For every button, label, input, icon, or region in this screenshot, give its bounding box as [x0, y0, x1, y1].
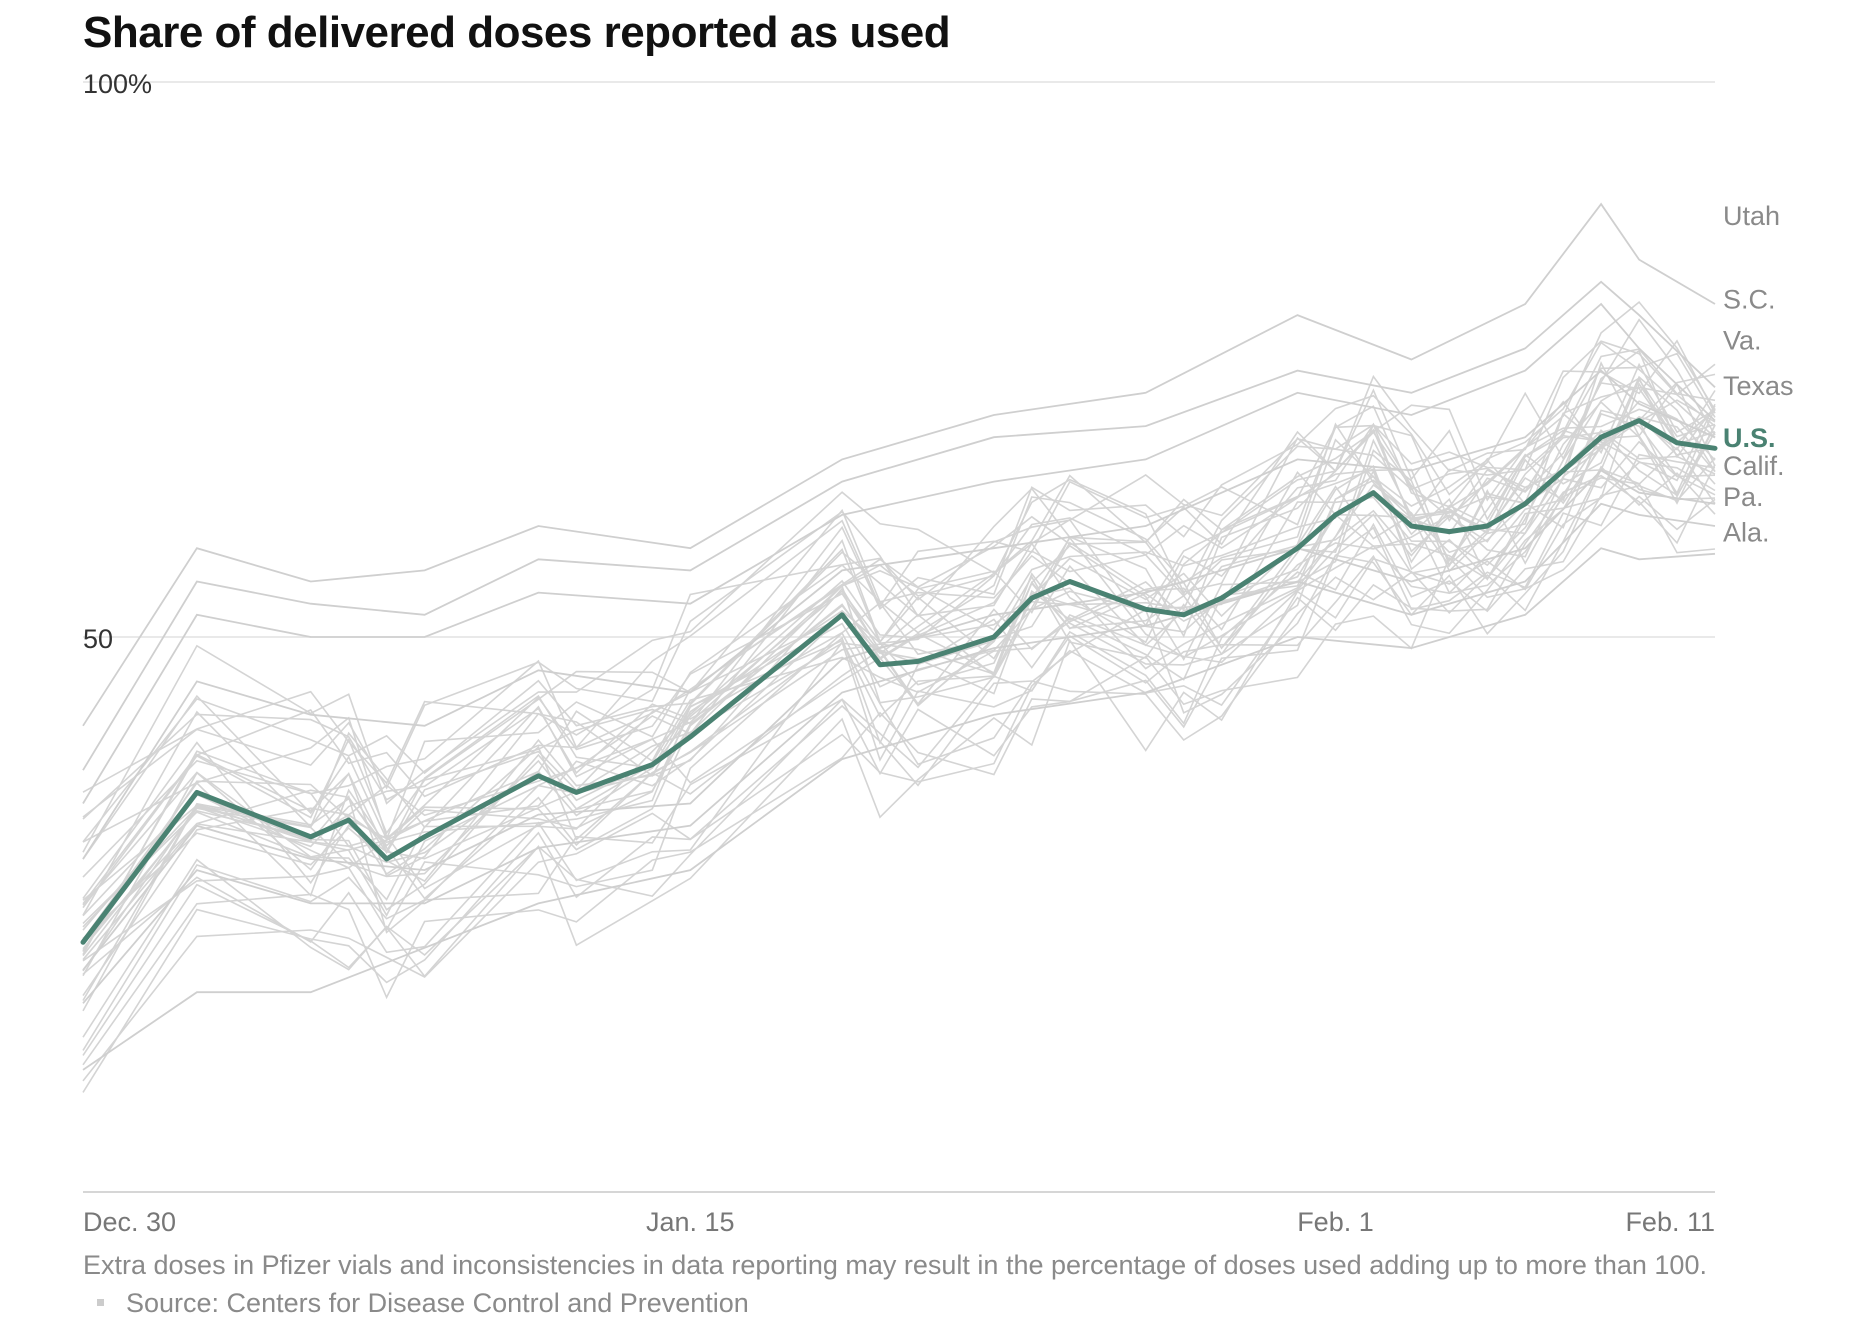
- line-label-utah: Utah: [1723, 201, 1780, 231]
- line-label-pa: Pa.: [1723, 482, 1764, 512]
- line-label-texas: Texas: [1723, 371, 1794, 401]
- state-line: [82, 382, 1716, 941]
- state-line: [82, 340, 1716, 793]
- state-line: [82, 341, 1716, 905]
- state-line: [82, 382, 1716, 955]
- state-line: [82, 375, 1716, 901]
- state-lines: [82, 202, 1716, 1093]
- state-line-sc: [82, 280, 1716, 771]
- chart-title: Share of delivered doses reported as use…: [83, 8, 951, 57]
- state-line-utah: [82, 202, 1716, 727]
- state-line: [82, 468, 1716, 1066]
- state-line-calif: [82, 469, 1716, 971]
- us-line: [80, 418, 1718, 945]
- state-line: [82, 416, 1716, 940]
- state-line: [82, 457, 1716, 1051]
- y-tick-label: 50: [83, 624, 113, 654]
- state-line: [82, 300, 1716, 853]
- line-label-calif: Calif.: [1723, 451, 1785, 481]
- us-line-group: [80, 418, 1718, 945]
- x-axis-ticks: Dec. 30 Jan. 15 Feb. 1 Feb. 11: [83, 1207, 1715, 1237]
- state-line-pa: [82, 502, 1716, 1004]
- state-line: [82, 349, 1716, 916]
- state-line: [82, 352, 1716, 843]
- state-line: [82, 400, 1716, 1012]
- state-line: [82, 377, 1716, 972]
- state-line: [82, 464, 1716, 1093]
- state-line: [82, 429, 1716, 957]
- x-tick-label: Dec. 30: [83, 1207, 176, 1237]
- state-line-ala: [82, 547, 1716, 1071]
- line-label-us: U.S.: [1723, 423, 1776, 453]
- separator-dot: [97, 1298, 104, 1306]
- state-line: [82, 361, 1716, 952]
- footnote: Extra doses in Pfizer vials and inconsis…: [83, 1246, 1723, 1322]
- state-line: [82, 399, 1716, 944]
- line-labels: Utah S.C. Va. Texas U.S.Calif.Pa. Ala.: [1723, 201, 1794, 547]
- y-axis-ticks: 100% 50: [83, 69, 152, 654]
- line-label-ala: Ala.: [1723, 518, 1770, 548]
- x-tick-label: Feb. 11: [1625, 1207, 1715, 1237]
- source-text: Source: Centers for Disease Control and …: [126, 1288, 749, 1318]
- state-line-texas: [82, 369, 1716, 860]
- state-line-va: [82, 302, 1716, 804]
- state-line: [82, 465, 1716, 1056]
- state-line: [82, 495, 1716, 1038]
- y-tick-label: 100%: [83, 69, 152, 99]
- line-label-sc: S.C.: [1723, 284, 1776, 314]
- x-tick-label: Feb. 1: [1297, 1207, 1374, 1237]
- x-tick-label: Jan. 15: [646, 1207, 735, 1237]
- state-line: [82, 446, 1716, 961]
- state-line: [82, 453, 1716, 962]
- line-label-va: Va.: [1723, 326, 1762, 356]
- state-line: [82, 412, 1716, 1001]
- footnote-text: Extra doses in Pfizer vials and inconsis…: [83, 1250, 1707, 1280]
- state-line: [82, 408, 1716, 843]
